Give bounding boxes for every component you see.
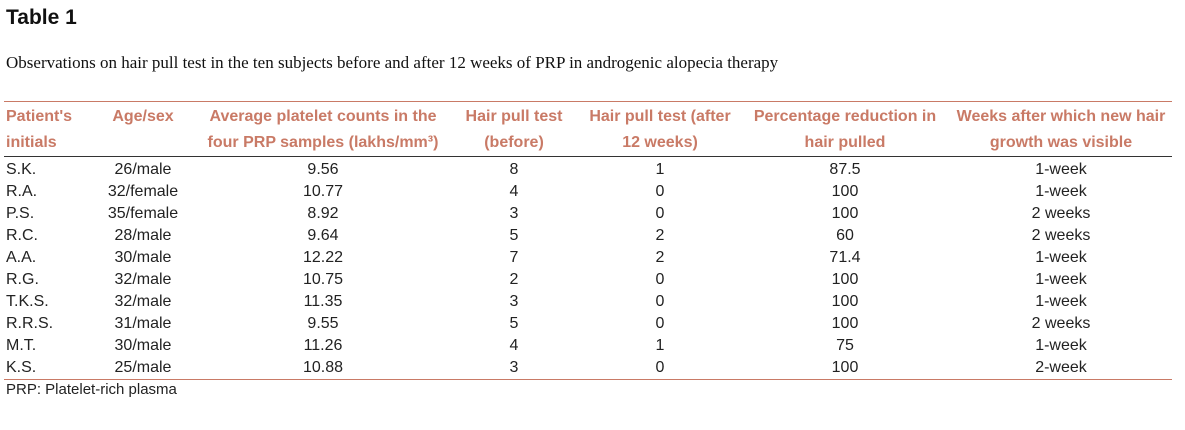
table-cell: P.S. xyxy=(6,205,35,222)
column-header: Average platelet counts in the four PRP … xyxy=(198,101,448,157)
table-cell: 1-week xyxy=(1035,271,1087,288)
table-caption: Observations on hair pull test in the te… xyxy=(6,53,779,72)
table-cell: 2 weeks xyxy=(1031,205,1091,222)
table-cell: 1-week xyxy=(1035,183,1087,200)
table-cell: 32/male xyxy=(114,271,172,288)
table-cell: 9.64 xyxy=(307,227,339,244)
column-header: Percentage reduction in hair pulled xyxy=(740,101,950,157)
table-cell: 26/male xyxy=(114,161,172,178)
table-cell: R.A. xyxy=(6,183,38,200)
table-row: A.A. 30/male 12.22 7 2 71.4 1-week xyxy=(4,247,1172,269)
table-footnote: PRP: Platelet-rich plasma xyxy=(6,381,177,398)
table-cell: 60 xyxy=(836,227,854,244)
table-cell: R.R.S. xyxy=(6,315,54,332)
table-cell: 32/female xyxy=(107,183,179,200)
table-cell: 4 xyxy=(509,337,519,354)
column-header: Hair pull test (after 12 weeks) xyxy=(580,101,740,157)
table-cell: R.C. xyxy=(6,227,38,244)
table-cell: 1-week xyxy=(1035,293,1087,310)
table-cell: 10.75 xyxy=(302,271,344,288)
table-cell: 3 xyxy=(448,357,580,380)
table-cell: 0 xyxy=(580,357,740,380)
table-cell: 32/male xyxy=(114,293,172,310)
table-row: R.R.S. 31/male 9.55 5 0 100 2 weeks xyxy=(4,313,1172,335)
table-cell: 8 xyxy=(509,161,519,178)
table-cell: S.K. xyxy=(6,161,37,178)
table-container: Patient's initials Age/sex Average plate… xyxy=(4,101,1172,398)
table-row: M.T. 30/male 11.26 4 1 75 1-week xyxy=(4,335,1172,357)
table-cell: 9.55 xyxy=(307,315,339,332)
table-cell: T.K.S. xyxy=(6,293,49,310)
table-cell: 10.77 xyxy=(302,183,344,200)
table-cell: 12.22 xyxy=(302,249,344,266)
table-cell: 2 xyxy=(509,271,519,288)
table-cell: 9.56 xyxy=(307,161,339,178)
table-row: S.K. 26/male 9.56 8 1 87.5 1-week xyxy=(4,157,1172,182)
column-header: Weeks after which new hair growth was vi… xyxy=(950,101,1172,157)
table-row: P.S. 35/female 8.92 3 0 100 2 weeks xyxy=(4,203,1172,225)
table-cell: 4 xyxy=(509,183,519,200)
table-cell: 0 xyxy=(655,183,665,200)
table-cell: 100 xyxy=(831,315,859,332)
table-row: R.G. 32/male 10.75 2 0 100 1-week xyxy=(4,269,1172,291)
table-cell: 100 xyxy=(831,293,859,310)
table-cell: 100 xyxy=(831,183,859,200)
table-body: S.K. 26/male 9.56 8 1 87.5 1-week R.A. 32/female… xyxy=(4,157,1172,380)
table-cell: 1 xyxy=(655,337,665,354)
table-cell: R.G. xyxy=(6,271,39,288)
table-cell: 1-week xyxy=(1035,249,1087,266)
table-cell: 0 xyxy=(655,315,665,332)
data-table: Patient's initials Age/sex Average plate… xyxy=(4,101,1172,380)
table-cell: A.A. xyxy=(6,249,37,266)
table-cell: 71.4 xyxy=(829,249,861,266)
table-cell: 2-week xyxy=(950,357,1172,380)
table-cell: 100 xyxy=(831,205,859,222)
table-cell: 35/female xyxy=(107,205,179,222)
table-cell: 3 xyxy=(509,293,519,310)
table-cell: 5 xyxy=(509,315,519,332)
table-cell: 75 xyxy=(836,337,854,354)
table-cell: 1 xyxy=(655,161,665,178)
table-cell: 100 xyxy=(740,357,950,380)
table-cell: 1-week xyxy=(1035,161,1087,178)
table-cell: 2 xyxy=(655,249,665,266)
table-cell: 100 xyxy=(831,271,859,288)
table-cell: 10.88 xyxy=(198,357,448,380)
table-row: R.C. 28/male 9.64 5 2 60 2 weeks xyxy=(4,225,1172,247)
table-cell: 8.92 xyxy=(307,205,339,222)
table-cell: 28/male xyxy=(114,227,172,244)
table-cell: 1-week xyxy=(1035,337,1087,354)
table-cell: 30/male xyxy=(114,337,172,354)
column-header: Hair pull test (before) xyxy=(448,101,580,157)
table-cell: 2 weeks xyxy=(1031,227,1091,244)
table-cell: 2 weeks xyxy=(1031,315,1091,332)
table-cell: 11.35 xyxy=(303,293,343,310)
header-row: Patient's initials Age/sex Average plate… xyxy=(4,101,1172,157)
table-cell: 11.26 xyxy=(303,337,343,354)
table-row: R.A. 32/female 10.77 4 0 100 1-week xyxy=(4,181,1172,203)
column-header: Patient's initials xyxy=(4,101,88,157)
table-row: K.S. 25/male 10.88 3 0 100 2-week xyxy=(4,357,1172,380)
table-cell: 30/male xyxy=(114,249,172,266)
table-cell: 0 xyxy=(655,205,665,222)
table-cell: 5 xyxy=(509,227,519,244)
table-cell: 2 xyxy=(655,227,665,244)
table-cell: 7 xyxy=(509,249,519,266)
table-cell: 0 xyxy=(655,271,665,288)
table-cell: 87.5 xyxy=(829,161,861,178)
table-title: Table 1 xyxy=(6,6,77,29)
table-row: T.K.S. 32/male 11.35 3 0 100 1-week xyxy=(4,291,1172,313)
table-cell: 3 xyxy=(509,205,519,222)
table-cell: 0 xyxy=(655,293,665,310)
table-cell: 31/male xyxy=(114,315,172,332)
column-header: Age/sex xyxy=(88,101,198,157)
table-cell: 25/male xyxy=(88,357,198,380)
table-cell: K.S. xyxy=(4,357,88,380)
table-cell: M.T. xyxy=(6,337,37,354)
